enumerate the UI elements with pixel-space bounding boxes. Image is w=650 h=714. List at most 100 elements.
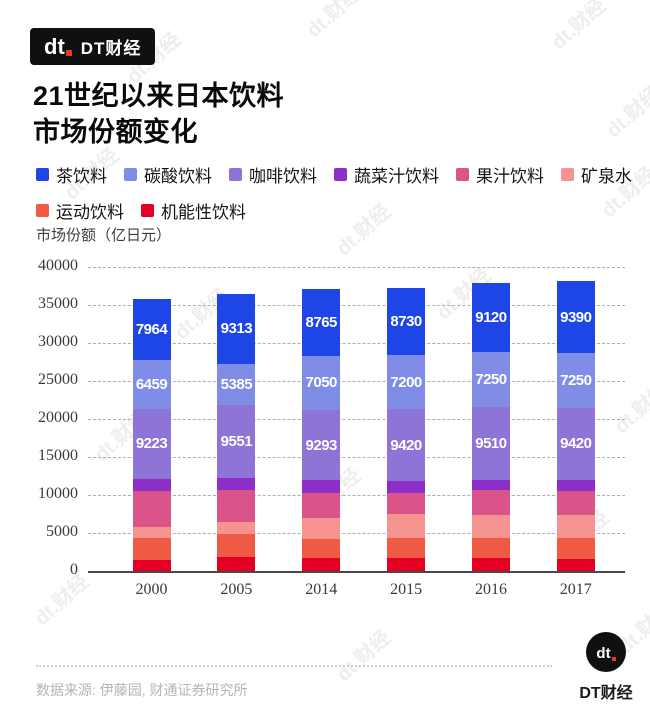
gridline-15000	[88, 456, 625, 458]
segment-value-label: 9293	[305, 436, 338, 454]
y-tick-label-5000: 5000	[46, 522, 78, 540]
bar-segment-2014-矿泉水	[302, 518, 341, 540]
dt-logo-text: dt	[44, 33, 65, 59]
plot-area: 0 5000 10000 15000 20000 25000 30000 35000 40000…	[0, 250, 650, 610]
bar-segment-2015-蔬菜汁饮料	[387, 481, 426, 493]
y-tick-label-35000: 35000	[38, 294, 78, 312]
segment-value-label: 7050	[305, 374, 338, 392]
y-tick-label-0: 0	[70, 561, 78, 578]
y-tick-label-20000: 20000	[38, 408, 78, 426]
segment-value-label: 7964	[135, 320, 168, 338]
gridline-30000	[88, 342, 625, 344]
bar-segment-2014-机能性饮料	[302, 558, 341, 571]
legend-swatch-icon	[141, 204, 154, 217]
y-tick-label-15000: 15000	[38, 446, 78, 464]
bar-segment-2000-咖啡饮料: 9223	[132, 408, 171, 479]
bar-segment-2014-碳酸饮料: 7050	[302, 356, 341, 410]
bar-segment-2016-机能性饮料	[471, 558, 510, 571]
bar-segment-2014-运动饮料	[302, 539, 341, 559]
bar-segment-2005-运动饮料	[217, 534, 256, 558]
bar-segment-2017-蔬菜汁饮料	[556, 479, 595, 492]
legend-swatch-icon	[36, 168, 49, 181]
bar-segment-2005-矿泉水	[217, 522, 256, 535]
dt-logo-icon: dt	[44, 33, 72, 59]
bar-segment-2016-蔬菜汁饮料	[471, 479, 510, 491]
bar-segment-2017-果汁饮料	[556, 491, 595, 516]
bar-segment-2016-果汁饮料	[471, 490, 510, 515]
footer-divider	[36, 665, 552, 667]
chart-title-line-1: 21世纪以来日本饮料	[33, 81, 285, 111]
legend-item-机能性饮料: 机能性饮料	[141, 198, 246, 223]
gridline-10000	[88, 494, 625, 496]
y-tick-label-30000: 30000	[38, 332, 78, 350]
bar-segment-2014-果汁饮料	[302, 492, 341, 519]
segment-value-label: 8765	[305, 314, 338, 332]
legend-label: 运动饮料	[56, 203, 124, 222]
bar-segment-2017-矿泉水	[556, 515, 595, 539]
legend-swatch-icon	[334, 168, 347, 181]
y-axis-title: 市场份额（亿日元）	[36, 227, 172, 244]
legend-swatch-icon	[456, 168, 469, 181]
header-brand-name: DT财经	[80, 39, 142, 58]
legend-item-茶饮料: 茶饮料	[36, 162, 107, 187]
bar-segment-2014-蔬菜汁饮料	[302, 480, 341, 493]
legend-item-运动饮料: 运动饮料	[36, 198, 124, 223]
legend-swatch-icon	[124, 168, 137, 181]
gridline-25000	[88, 380, 625, 382]
bar-segment-2014-茶饮料: 8765	[302, 289, 341, 357]
bar-segment-2015-矿泉水	[387, 513, 426, 538]
bar-segment-2015-机能性饮料	[387, 558, 426, 571]
dt-logo-red-dot-icon	[65, 49, 72, 56]
bar-segment-2014-咖啡饮料: 9293	[302, 409, 341, 481]
legend-label: 矿泉水	[581, 167, 632, 186]
bar-segment-2017-运动饮料	[556, 538, 595, 559]
gridline-20000	[88, 418, 625, 420]
bar-segment-2005-咖啡饮料: 9551	[217, 405, 256, 479]
segment-value-label: 5385	[220, 376, 253, 394]
bar-segment-2015-碳酸饮料: 7200	[387, 354, 426, 410]
watermark-text: dt.财经	[547, 0, 611, 55]
bar-segment-2016-运动饮料	[471, 537, 510, 559]
bar-segment-2005-茶饮料: 9313	[217, 293, 256, 365]
bar-segment-2017-机能性饮料	[556, 558, 595, 571]
bar-segment-2016-茶饮料: 9120	[471, 282, 510, 353]
segment-value-label: 9120	[475, 308, 507, 326]
legend-label: 茶饮料	[56, 167, 107, 186]
segment-value-label: 9420	[390, 436, 422, 454]
x-tick-label-2014: 2014	[305, 581, 338, 598]
segment-value-label: 9390	[560, 308, 592, 326]
footer-brand-name: DT财经	[579, 685, 633, 702]
bar-segment-2017-碳酸饮料: 7250	[556, 352, 595, 408]
legend: 茶饮料 碳酸饮料 咖啡饮料 蔬菜汁饮料 果汁饮料 矿泉水 运动饮料 机能性饮料	[36, 162, 632, 223]
x-tick-label-2005: 2005	[220, 581, 253, 598]
y-tick-label-25000: 25000	[38, 370, 78, 388]
segment-value-label: 8730	[390, 312, 422, 330]
chart-title: 21世纪以来日本饮料 市场份额变化	[33, 78, 284, 150]
bar-segment-2015-果汁饮料	[387, 492, 426, 514]
bar-segment-2015-咖啡饮料: 9420	[387, 409, 426, 482]
legend-row: 茶饮料 碳酸饮料 咖啡饮料 蔬菜汁饮料 果汁饮料 矿泉水	[36, 162, 632, 187]
footer-dt-logo-text: dt	[596, 645, 611, 662]
legend-item-矿泉水: 矿泉水	[561, 162, 632, 187]
segment-value-label: 9551	[220, 433, 253, 451]
legend-item-碳酸饮料: 碳酸饮料	[124, 162, 212, 187]
bar-segment-2000-机能性饮料	[132, 560, 171, 571]
bar-segment-2016-矿泉水	[471, 514, 510, 538]
bar-segment-2015-茶饮料: 8730	[387, 288, 426, 355]
bar-segment-2005-碳酸饮料: 5385	[217, 364, 256, 406]
segment-value-label: 7250	[475, 371, 507, 389]
legend-label: 碳酸饮料	[144, 167, 212, 186]
bar-segment-2017-咖啡饮料: 9420	[556, 407, 595, 480]
watermark-text: dt.财经	[302, 0, 366, 43]
watermark-text: dt.财经	[332, 626, 396, 687]
bar-segment-2000-果汁饮料	[132, 491, 171, 527]
footer-dt-logo-red-dot-icon	[611, 657, 616, 661]
chart-title-line-2: 市场份额变化	[33, 117, 198, 147]
x-tick-label-2015: 2015	[390, 581, 423, 598]
x-tick-label-2017: 2017	[559, 581, 592, 598]
dt-logo-circle-icon: dt	[586, 632, 626, 672]
bar-segment-2017-茶饮料: 9390	[556, 281, 595, 353]
segment-value-label: 9420	[560, 435, 592, 453]
bar-segment-2016-咖啡饮料: 9510	[471, 407, 510, 480]
